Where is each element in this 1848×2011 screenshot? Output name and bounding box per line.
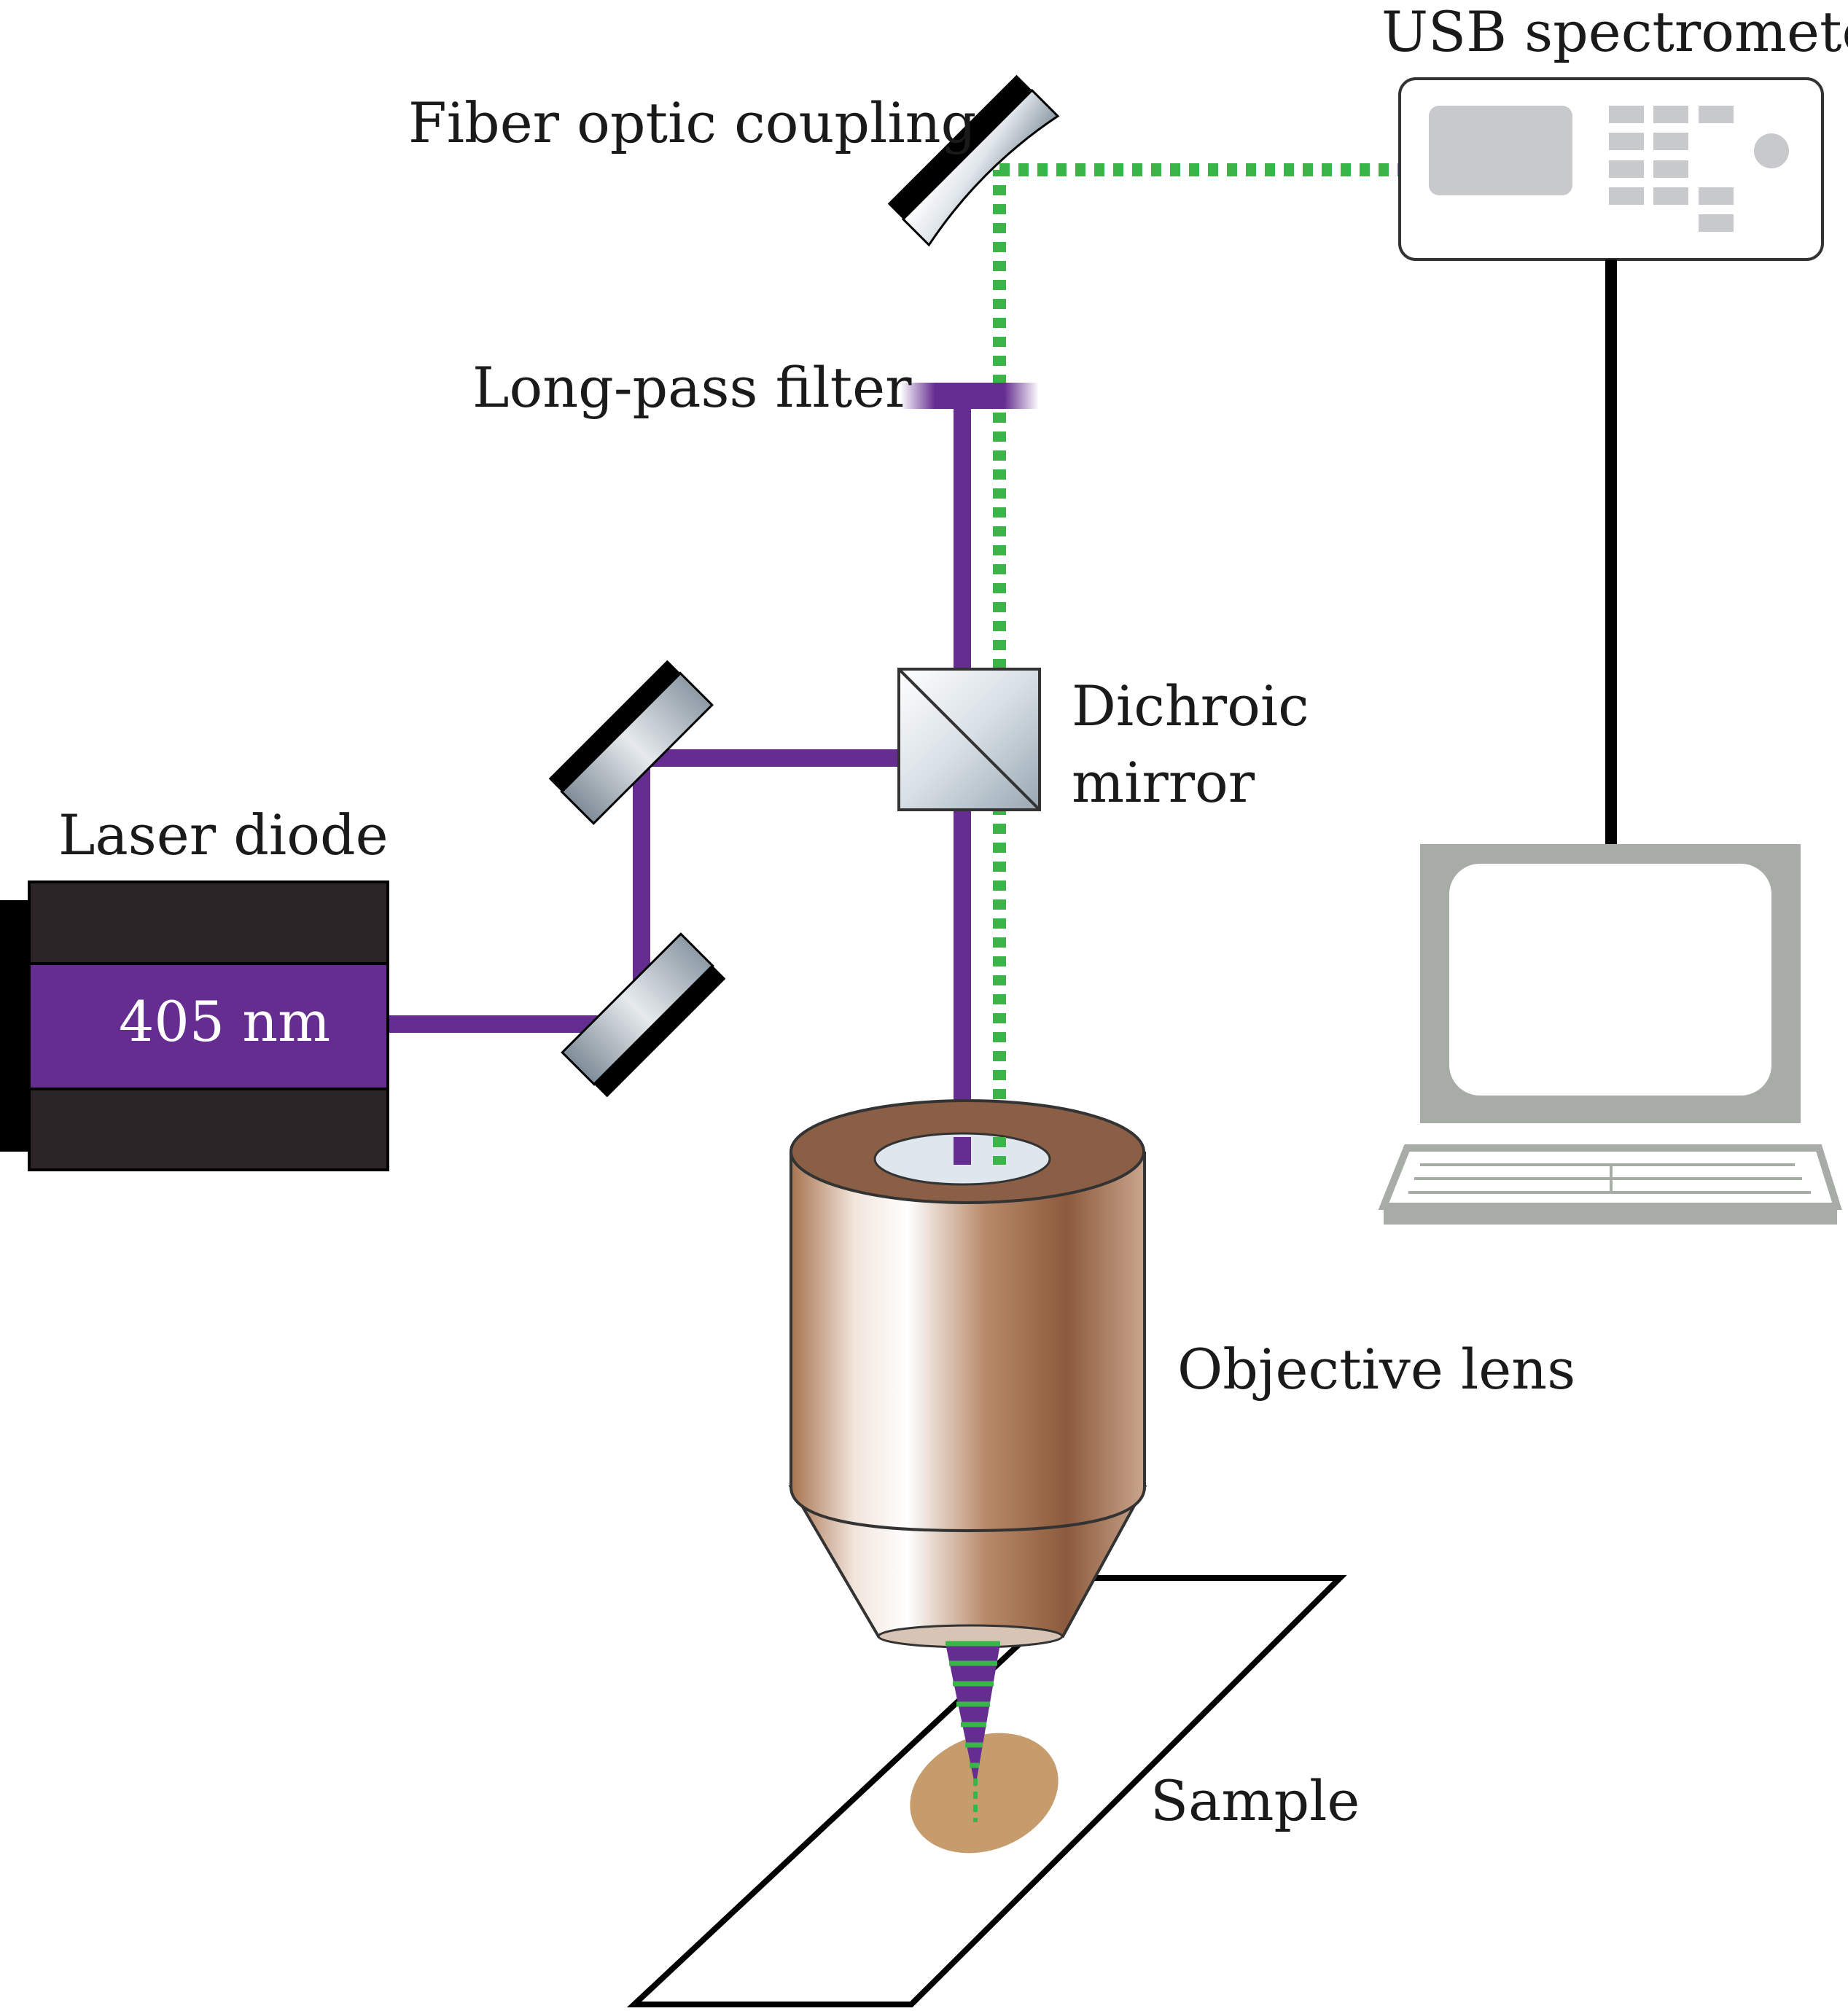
label-fiber-optic-coupling: Fiber optic coupling — [408, 90, 976, 155]
sample-spot — [910, 1733, 1058, 1854]
emission-beam — [993, 163, 1400, 1137]
label-objective-lens: Objective lens — [1177, 1337, 1575, 1402]
label-mirror: mirror — [1072, 750, 1255, 815]
objective-lens — [788, 1099, 1147, 1649]
steering-mirror-lower — [561, 932, 726, 1098]
label-dichroic: Dichroic — [1072, 673, 1309, 738]
computer — [1378, 844, 1842, 1225]
usb-spectrometer — [1398, 77, 1824, 261]
laser-diode — [0, 880, 389, 1171]
sample-slide — [626, 1575, 1347, 2007]
label-wavelength: 405 nm — [119, 989, 330, 1054]
label-long-pass-filter: Long-pass filter — [472, 355, 912, 420]
focused-beam-cone — [946, 1641, 1000, 1822]
fiber-coupling-mirror — [887, 74, 1060, 247]
label-laser-diode: Laser diode — [58, 803, 389, 867]
label-sample: Sample — [1150, 1768, 1360, 1833]
steering-mirror-upper — [548, 660, 714, 825]
long-pass-filter — [900, 383, 1039, 409]
label-usb-spectrometer: USB spectrometer — [1381, 0, 1848, 64]
dichroic-mirror — [897, 668, 1041, 811]
